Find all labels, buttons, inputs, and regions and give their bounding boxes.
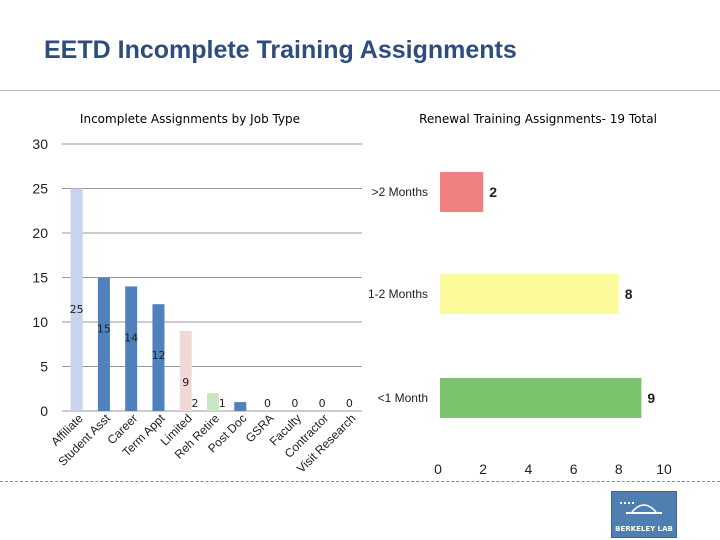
job-type-gridlines (62, 143, 362, 412)
bar (152, 304, 165, 411)
job-type-data-labels: 25 15 14 12 92 1 0 0 0 0 (70, 303, 353, 410)
bar (207, 393, 219, 411)
job-type-y-ticks: 0 5 10 15 20 25 30 (32, 136, 48, 419)
renewal-bars (440, 172, 642, 418)
bar (440, 274, 619, 314)
y-tick-label: 25 (32, 181, 48, 197)
y-tick-label: 5 (40, 359, 48, 375)
bar (440, 172, 484, 212)
y-tick-label: 15 (32, 270, 48, 286)
data-label: 12 (151, 349, 165, 362)
data-label: 1 (219, 397, 226, 410)
data-label: 9 (182, 376, 189, 389)
title-divider (0, 90, 720, 91)
x-tick-label: 8 (615, 461, 623, 477)
data-label: 0 (346, 397, 353, 410)
job-type-bars (70, 188, 247, 411)
data-label: 25 (70, 303, 84, 316)
category-label: <1 Month (378, 391, 428, 405)
x-tick-label: 0 (434, 461, 442, 477)
bar (179, 330, 192, 411)
data-label: 0 (319, 397, 326, 410)
category-label: >2 Months (372, 185, 428, 199)
y-tick-label: 0 (40, 403, 48, 419)
data-label: 2 (192, 397, 199, 410)
logo-text: BERKELEY LAB (615, 525, 673, 533)
y-tick-label: 10 (32, 314, 48, 330)
bar (70, 188, 83, 411)
x-tick-label: 4 (525, 461, 533, 477)
y-tick-label: 20 (32, 225, 48, 241)
bar (234, 402, 247, 411)
data-label: 15 (97, 323, 111, 336)
data-label: 8 (625, 286, 633, 302)
renewal-categories: >2 Months 1-2 Months <1 Month (368, 185, 428, 405)
bar (440, 378, 642, 418)
bar (125, 286, 138, 411)
renewal-chart-title: Renewal Training Assignments- 19 Total (419, 112, 657, 126)
job-type-chart: Incomplete Assignments by Job Type 05101… (32, 112, 362, 476)
lab-building-icon (620, 502, 662, 514)
data-label: 0 (291, 397, 298, 410)
slide-title: EETD Incomplete Training Assignments (44, 36, 517, 64)
x-tick-label: 6 (570, 461, 578, 477)
job-type-chart-title: Incomplete Assignments by Job Type (80, 112, 300, 126)
renewal-data-labels: 2 8 9 (489, 184, 655, 406)
berkeley-lab-logo: BERKELEY LAB (611, 491, 677, 538)
renewal-x-ticks: 0 2 4 6 8 10 (434, 461, 672, 477)
x-tick-label: 10 (656, 461, 672, 477)
data-label: 9 (647, 390, 655, 406)
footer-divider (0, 481, 720, 482)
category-label: 1-2 Months (368, 287, 428, 301)
data-label: 0 (264, 397, 271, 410)
x-tick-label: 2 (479, 461, 487, 477)
y-tick-label: 30 (32, 136, 48, 152)
data-label: 2 (489, 184, 497, 200)
bar (97, 277, 110, 411)
renewal-chart: Renewal Training Assignments- 19 Total >… (368, 112, 672, 477)
data-label: 14 (124, 331, 138, 344)
